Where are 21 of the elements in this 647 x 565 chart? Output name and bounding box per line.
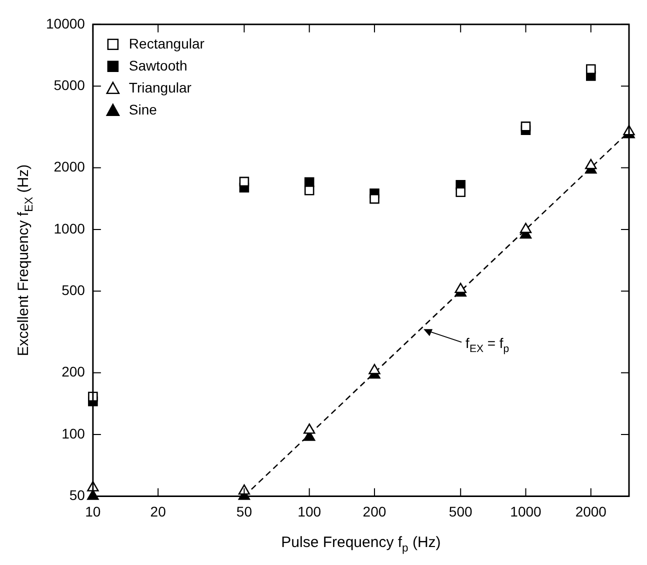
legend-label: Sawtooth [128,57,188,74]
x-tick-label: 1000 [510,503,542,520]
legend-label: Rectangular [128,35,205,52]
x-tick-label: 200 [362,503,386,520]
y-tick-label: 2000 [54,158,86,175]
x-tick-label: 20 [150,503,166,520]
x-tick-label: 100 [298,503,322,520]
x-tick-label: 500 [448,503,472,520]
y-tick-label: 100 [62,425,86,442]
legend-label: Sine [128,101,158,118]
y-tick-label: 10000 [46,15,86,32]
x-tick-label: 50 [236,503,252,520]
y-tick-label: 50 [69,487,86,504]
y-tick-label: 500 [62,282,86,298]
y-tick-label: 1000 [54,220,86,236]
y-tick-label: 200 [62,364,86,380]
y-axis-title: Excellent Frequency fEX (Hz) [15,164,36,356]
x-tick-label: 2000 [575,503,607,520]
x-tick-label: 10 [85,503,101,520]
legend-label: Triangular [128,79,192,96]
y-tick-label: 5000 [54,76,86,93]
